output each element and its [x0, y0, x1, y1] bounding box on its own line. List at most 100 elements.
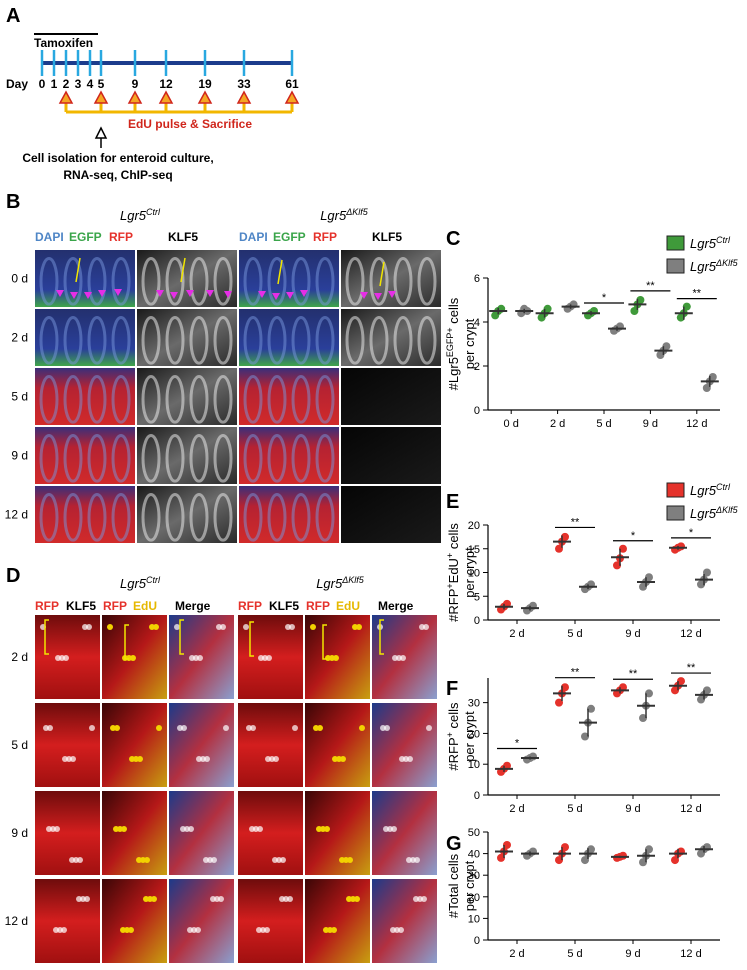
crypt: [141, 375, 161, 424]
data-point: [636, 296, 645, 304]
significance-label: **: [693, 288, 702, 300]
edu-arrow: [93, 90, 109, 104]
crypt: [189, 375, 209, 424]
micrograph: [341, 368, 441, 425]
crypt: [63, 493, 83, 542]
genotype-sup: ΔKlf5: [345, 207, 369, 217]
isolation-text: Cell isolation for enteroid culture,: [22, 151, 213, 165]
channel-label: EGFP: [69, 230, 102, 244]
crypt: [417, 316, 437, 365]
channel-label: KLF5: [372, 230, 402, 244]
genotype-label: Lgr5ΔKlf5: [316, 575, 365, 591]
y-tick-label: 2: [474, 361, 480, 373]
cell-spot: [110, 725, 116, 731]
genotype-sup: ΔKlf5: [341, 575, 365, 585]
cell-spot: [246, 725, 252, 731]
y-axis-label-part: #Total cells: [446, 853, 461, 918]
legend-sup: Ctrl: [716, 235, 731, 245]
cell-spot: [323, 927, 329, 933]
micrograph: [102, 879, 167, 963]
y-tick-label: 40: [468, 849, 480, 861]
cell-spot: [380, 725, 386, 731]
crypt: [345, 257, 365, 306]
significance-label: **: [646, 280, 655, 292]
data-point: [702, 384, 711, 392]
legend-label: Lgr5ΔKlf5: [690, 505, 739, 521]
row-label: 9 d: [11, 449, 28, 463]
crypt: [165, 434, 185, 483]
x-tick-label: 12 d: [680, 803, 701, 815]
channel-label: Merge: [378, 599, 414, 613]
y-axis-label: per crypt: [462, 547, 477, 598]
y-tick-label: 6: [474, 273, 480, 285]
crypt: [315, 434, 335, 483]
y-tick-label: 0: [474, 615, 480, 627]
cell-arrowhead: [98, 290, 106, 297]
legend-name: Lgr5: [690, 483, 717, 498]
cell-spot: [149, 624, 155, 630]
data-point: [497, 853, 505, 862]
crypt: [189, 316, 209, 365]
genotype-name: Lgr5: [320, 208, 347, 223]
crypt: [291, 434, 311, 483]
cell-spot: [189, 655, 195, 661]
data-point: [639, 714, 647, 723]
cell-arrowhead: [258, 291, 266, 298]
y-axis-label: per crypt: [462, 711, 477, 762]
cell-spot: [55, 655, 61, 661]
crypt: [213, 316, 233, 365]
crypt: [111, 434, 131, 483]
isolation-arrow: [94, 126, 108, 139]
crypt-bracket: [322, 624, 327, 660]
y-tick-label: 0: [474, 790, 480, 802]
x-tick-label: 12 d: [680, 948, 701, 960]
cell-arrowhead: [224, 291, 232, 298]
crypt: [63, 316, 83, 365]
y-tick-label: 10: [468, 568, 480, 580]
row-label: 9 d: [11, 826, 28, 840]
panel-label: B: [6, 191, 20, 213]
cell-arrowhead: [56, 290, 64, 297]
y-axis-label-part: +: [445, 583, 455, 588]
micrograph: [372, 703, 437, 787]
micrograph: [238, 879, 303, 963]
y-tick-label: 5: [474, 591, 480, 603]
crypt: [243, 316, 263, 365]
significance-label: **: [571, 516, 580, 528]
y-tick-label: 20: [468, 520, 480, 532]
channel-label: EdU: [133, 599, 157, 613]
cell-spot: [174, 624, 180, 630]
data-point: [555, 856, 563, 865]
crypt: [417, 257, 437, 306]
crypt-bracket: [379, 619, 384, 655]
day-number: 61: [285, 77, 299, 91]
micrograph: [238, 791, 303, 875]
cell-spot: [272, 857, 278, 863]
crypt: [39, 493, 59, 542]
crypt: [111, 257, 131, 306]
day-number: 0: [39, 77, 46, 91]
y-axis-label-part: +: [445, 732, 455, 737]
data-point: [581, 732, 589, 741]
data-point: [561, 683, 569, 692]
cell-spot: [325, 655, 331, 661]
crypt: [213, 434, 233, 483]
channel-label: DAPI: [35, 230, 64, 244]
cell-arrowhead: [170, 292, 178, 299]
y-tick-label: 10: [468, 913, 480, 925]
y-axis-label-part: EdU: [446, 558, 461, 583]
day-number: 4: [87, 77, 94, 91]
significance-label: **: [687, 662, 696, 674]
cell-arrowhead: [374, 293, 382, 300]
legend-sup: ΔKlf5: [715, 258, 739, 268]
crypt-bracket: [249, 621, 254, 657]
y-tick-label: 0: [474, 935, 480, 947]
day-number: 33: [237, 77, 251, 91]
cell-arrowhead: [272, 293, 280, 300]
cell-spot: [53, 927, 59, 933]
crypt: [267, 316, 287, 365]
cell-spot: [310, 624, 316, 630]
legend-swatch: [666, 258, 685, 274]
cell-arrowhead: [300, 290, 308, 297]
y-tick-label: 50: [468, 827, 480, 839]
